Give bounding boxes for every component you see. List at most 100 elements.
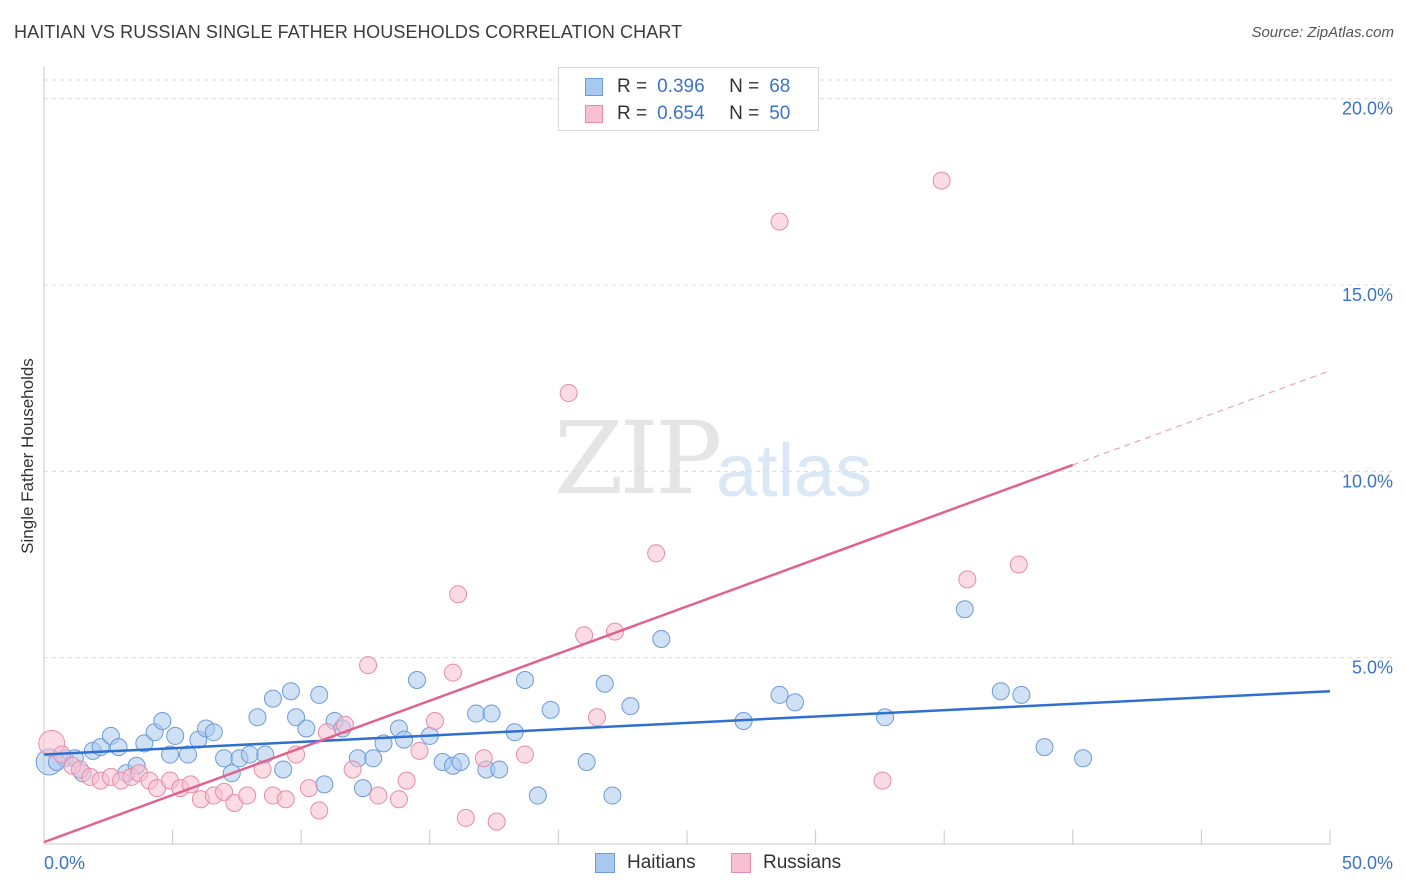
haitians-point [248, 708, 267, 727]
haitians-point [1012, 685, 1031, 704]
russians-point [215, 782, 234, 801]
haitians-point [364, 749, 383, 768]
legend-swatch-haitians [585, 78, 603, 96]
y-tick-label: 10.0% [1342, 471, 1393, 491]
russians-point [456, 808, 475, 827]
haitians-point [603, 786, 622, 805]
russians-point [359, 656, 378, 675]
source-label: Source: ZipAtlas.com [1251, 24, 1394, 41]
chart-title: HAITIAN VS RUSSIAN SINGLE FATHER HOUSEHO… [14, 22, 683, 42]
haitians-point [955, 600, 974, 619]
bottom-legend-haitians: Haitians [595, 852, 696, 874]
haitians-point [166, 726, 185, 745]
russians-point [410, 741, 429, 760]
russians-point [369, 786, 388, 805]
y-tick-label: 15.0% [1342, 285, 1393, 305]
haitians-point [395, 730, 414, 749]
russians-point [487, 812, 506, 831]
haitians-point [353, 779, 372, 798]
haitians-point [281, 682, 300, 701]
haitians-point [770, 685, 789, 704]
y-tick-label: 5.0% [1352, 658, 1393, 678]
haitians-point [109, 738, 128, 757]
haitians-point [161, 745, 180, 764]
haitians-point [215, 749, 234, 768]
legend-row-russians: R = 0.654 N = 50 [585, 102, 790, 126]
haitians-trend-line [43, 689, 1331, 756]
legend-r-label: R = [617, 76, 648, 97]
legend-n-value: 68 [769, 76, 791, 97]
russians-point [397, 771, 416, 790]
haitians-point [541, 700, 560, 719]
bottom-legend-label-haitians: Haitians [627, 852, 696, 873]
russians-point [770, 212, 789, 231]
y-axis-label: Single Father Households [18, 358, 37, 554]
y-tick-label: 20.0% [1342, 99, 1393, 119]
haitians-point [240, 745, 259, 764]
bottom-legend-swatch-haitians [595, 853, 615, 873]
haitians-point [515, 671, 534, 690]
legend-n-label: N = [729, 76, 760, 97]
haitians-point [876, 708, 895, 727]
haitians-point [1035, 738, 1054, 757]
haitians-point [274, 760, 293, 779]
haitians-point [991, 682, 1010, 701]
haitians-point [407, 671, 426, 690]
russians-point [647, 544, 666, 563]
russians-point [559, 384, 578, 403]
bottom-legend-swatch-russians [731, 853, 751, 873]
legend-row-haitians: R = 0.396 N = 68 [585, 75, 790, 99]
legend-r-label: R = [617, 103, 648, 124]
russians-point [443, 663, 462, 682]
haitians-point [204, 723, 223, 742]
haitians-point [135, 734, 154, 753]
stats-legend: R = 0.396 N = 68 R = 0.654 N = 50 [558, 67, 819, 131]
haitians-point [263, 689, 282, 708]
haitians-point [179, 745, 198, 764]
russians-point [425, 712, 444, 731]
x-tick-label: 50.0% [1342, 853, 1393, 873]
russians-point [238, 786, 257, 805]
russians-point [310, 801, 329, 820]
watermark-zip: ZIP [554, 400, 722, 517]
russians-point [276, 790, 295, 809]
russians-point [343, 760, 362, 779]
russians-point [873, 771, 892, 790]
legend-swatch-russians [585, 105, 603, 123]
russians-trend-line-extension [1072, 370, 1331, 466]
haitians-point [786, 693, 805, 712]
russians-trend-line [43, 463, 1074, 844]
russians-point [932, 171, 951, 190]
russians-point [587, 708, 606, 727]
haitians-point [287, 708, 306, 727]
haitians-point [528, 786, 547, 805]
haitians-point [652, 630, 671, 649]
haitians-point [595, 674, 614, 693]
haitians-point [153, 712, 172, 731]
haitians-point [467, 704, 486, 723]
haitians-point [310, 685, 329, 704]
russians-point [1009, 555, 1028, 574]
legend-n-value: 50 [769, 103, 791, 124]
haitians-point [451, 753, 470, 772]
russians-point [449, 585, 468, 604]
russians-point [474, 749, 493, 768]
legend-r-value: 0.396 [657, 76, 705, 97]
bottom-legend-label-russians: Russians [763, 852, 842, 873]
haitians-point [577, 753, 596, 772]
haitians-point [297, 719, 316, 738]
russians-point [958, 570, 977, 589]
bottom-legend-russians: Russians [731, 852, 841, 874]
russians-point [299, 779, 318, 798]
haitians-point [315, 775, 334, 794]
haitians-point [1074, 749, 1093, 768]
legend-r-value: 0.654 [657, 103, 705, 124]
legend-n-label: N = [729, 103, 760, 124]
watermark-atlas: atlas [716, 429, 873, 512]
russians-point [515, 745, 534, 764]
haitians-point [482, 704, 501, 723]
haitians-point [490, 760, 509, 779]
x-tick-label: 0.0% [44, 853, 85, 873]
russians-point [389, 790, 408, 809]
